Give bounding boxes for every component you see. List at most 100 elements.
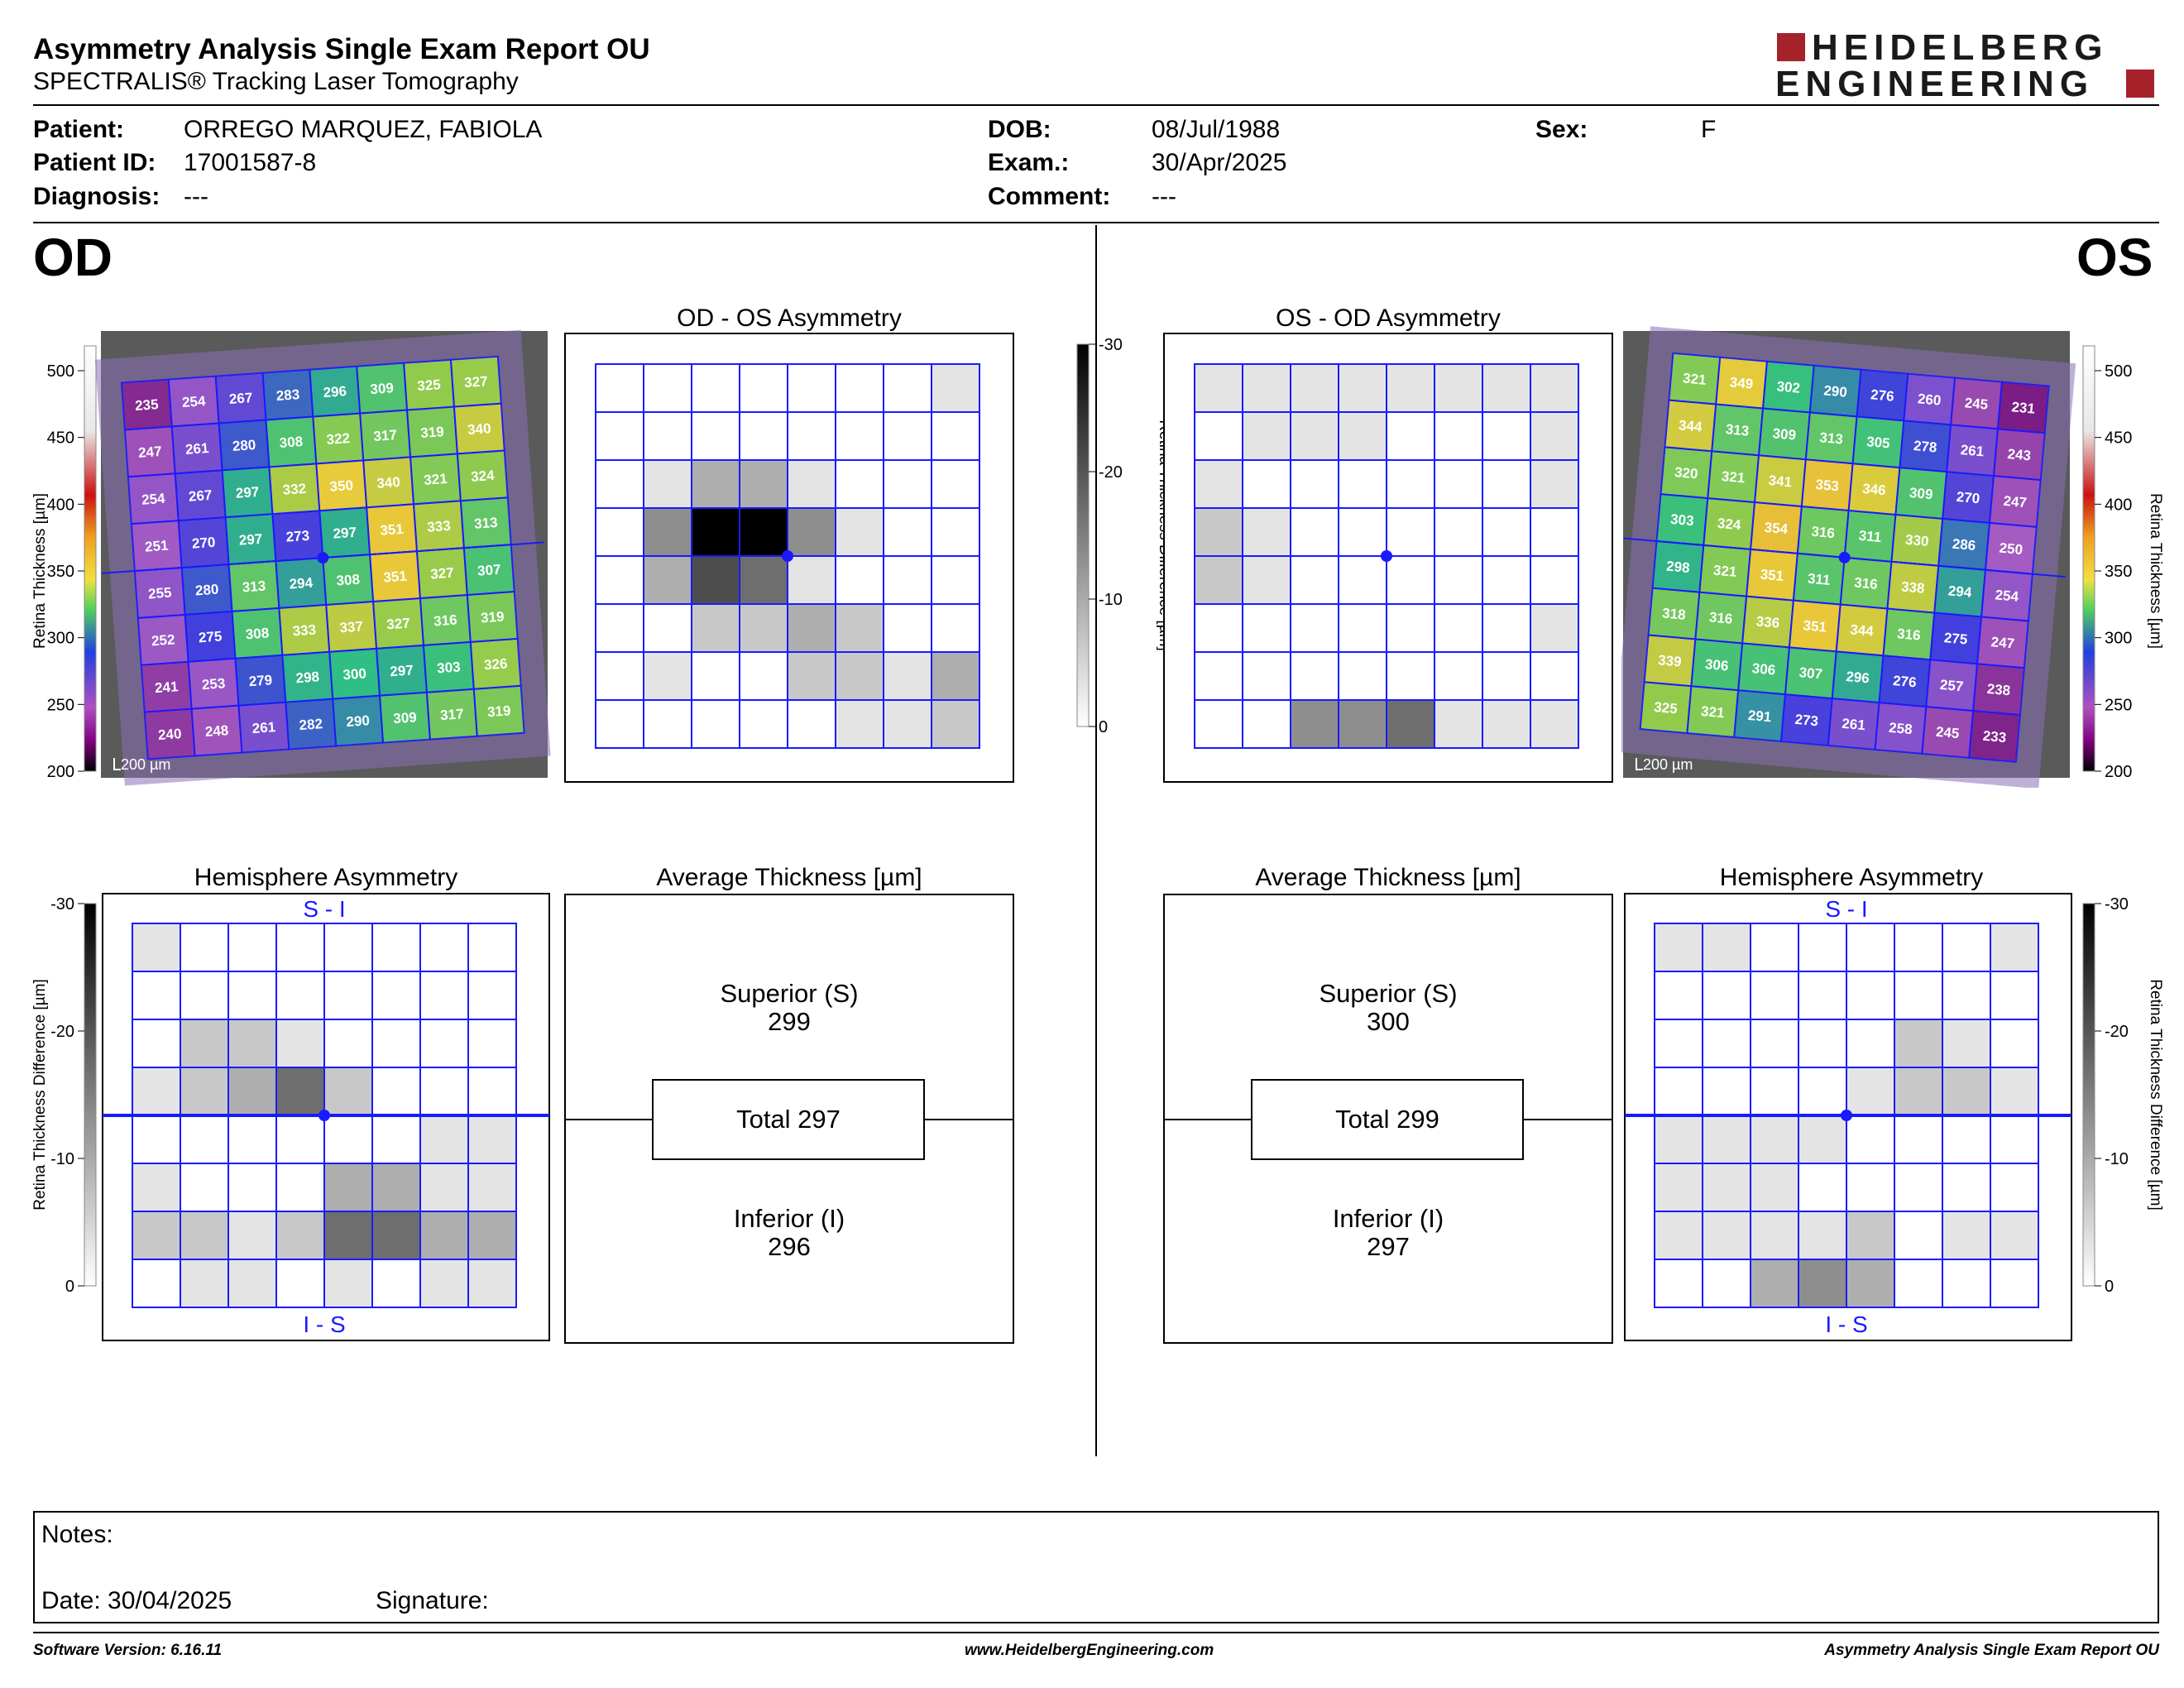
os-thickness-tick-label: 200 [2105,763,2132,781]
od-asym-cell [835,603,884,653]
od-thickness-value: 273 [285,528,310,545]
os-hemi-cell [1990,1067,2039,1116]
os-hemi-cell [1990,1211,2039,1260]
od-thickness-value: 319 [486,703,511,720]
od-asym-cell [883,603,932,653]
od-hemi-cell [228,1019,277,1068]
patient-id-label: Patient ID: [33,149,156,176]
os-asym-cell [1290,603,1339,653]
notes-box[interactable]: Notes: Date: 30/04/2025 Signature: [33,1511,2159,1623]
od-asym-cell [835,651,884,701]
od-asym-cell [595,507,644,557]
os-thickness-value: 336 [1755,613,1780,631]
os-thickness-cell [1968,709,2021,763]
od-thickness-value: 297 [238,531,263,549]
od-asymmetry-panel [564,333,1014,783]
os-asym-cell [1242,363,1291,413]
footer-report-name: Asymmetry Analysis Single Exam Report OU [1824,1642,2159,1659]
os-thickness-value: 270 [1956,489,1980,506]
od-hemi-cell [467,1115,517,1164]
os-asym-cell [1338,507,1387,557]
os-asymmetry-grid [1194,363,1579,749]
sex-label: Sex: [1535,116,1588,143]
os-hemi-cell [1942,971,1991,1020]
os-asym-cell [1386,651,1435,701]
os-hemi-bottom-label: I - S [1825,1312,1867,1337]
os-asym-cell [1530,651,1579,701]
od-asym-cell [595,699,644,749]
os-hemi-cell [1654,1115,1703,1164]
os-thickness-value: 238 [1986,681,2011,698]
od-asym-cell [931,507,980,557]
os-thickness-value: 261 [1842,716,1866,733]
od-asym-cell [931,411,980,461]
od-thickness-value: 322 [326,430,351,448]
os-hemi-cell [1750,1019,1799,1068]
od-thickness-tick-label: 300 [47,630,74,648]
od-asym-cell [883,459,932,509]
od-asym-cell [643,363,692,413]
od-asym-cell [643,555,692,605]
od-thickness-value: 253 [201,675,226,693]
os-asym-cell [1194,651,1243,701]
od-thickness-value: 340 [376,474,401,492]
od-asym-cell [787,651,836,701]
os-asym-cell [1194,459,1243,509]
os-hemi-diff-axis-label: Retina Thickness Difference [µm] [2147,979,2164,1211]
od-thickness-value: 248 [204,722,229,740]
od-thickness-value: 280 [194,582,219,599]
od-asym-cell [595,411,644,461]
os-hemi-cell [1894,1259,1943,1308]
os-asym-cell [1290,651,1339,701]
os-thickness-value: 233 [1982,728,2007,746]
od-hemi-cell [132,1019,181,1068]
od-hemi-cell [275,1163,325,1212]
os-asym-cell [1386,555,1435,605]
os-hemi-cell [1990,1259,2039,1308]
od-thickness-grid-group: 235 254 267 283 296 309 325 327 247 261 280 308 322 3… [94,329,551,786]
os-thickness-tick-label: 300 [2105,630,2132,648]
od-thickness-value: 270 [191,535,216,552]
os-thickness-value: 313 [1819,429,1844,447]
os-thickness-value: 298 [1665,559,1690,576]
od-asym-cell [787,699,836,749]
os-hemi-cell [1750,1259,1799,1308]
os-thickness-value: 324 [1717,516,1741,533]
os-hemi-diff-tick-label: -10 [2105,1150,2129,1168]
od-hemi-cell [419,1163,469,1212]
os-asym-cell [1290,507,1339,557]
od-asym-cell [691,459,740,509]
os-asym-cell [1386,507,1435,557]
signature-label: Signature: [376,1587,489,1614]
os-thickness-value: 291 [1747,707,1772,725]
os-superior-label: Superior (S) [1319,979,1458,1008]
os-hemi-cell [1846,1211,1895,1260]
os-hemi-cell [1798,1259,1847,1308]
os-hemi-cell [1750,1115,1799,1164]
od-hemi-cell [323,923,373,972]
os-hemi-cell [1654,1163,1703,1212]
os-thickness-value: 316 [1896,626,1921,643]
os-hemi-fovea-marker [1841,1110,1852,1121]
od-hemi-cell [371,1019,421,1068]
os-hemi-cell [1654,1067,1703,1116]
od-hemi-cell [323,1259,373,1308]
os-eye-label: OS [2076,228,2153,287]
od-hemi-cell [467,923,517,972]
os-thickness-value: 316 [1854,574,1879,592]
os-asym-cell [1434,603,1483,653]
od-hemi-diff-tick-label: 0 [65,1278,74,1296]
od-hemi-cell [323,971,373,1020]
comment-value: --- [1152,183,1176,210]
os-thickness-tick-label: 500 [2105,362,2132,381]
od-thickness-value: 240 [157,726,182,743]
od-asym-cell [883,363,932,413]
os-hemi-cell [1702,923,1751,972]
os-thickness-value: 316 [1708,609,1733,626]
os-asym-cell [1242,459,1291,509]
od-asym-cell [643,507,692,557]
od-thickness-colorbar-fill [84,345,97,772]
os-hemi-cell [1990,1019,2039,1068]
os-asym-cell [1290,459,1339,509]
